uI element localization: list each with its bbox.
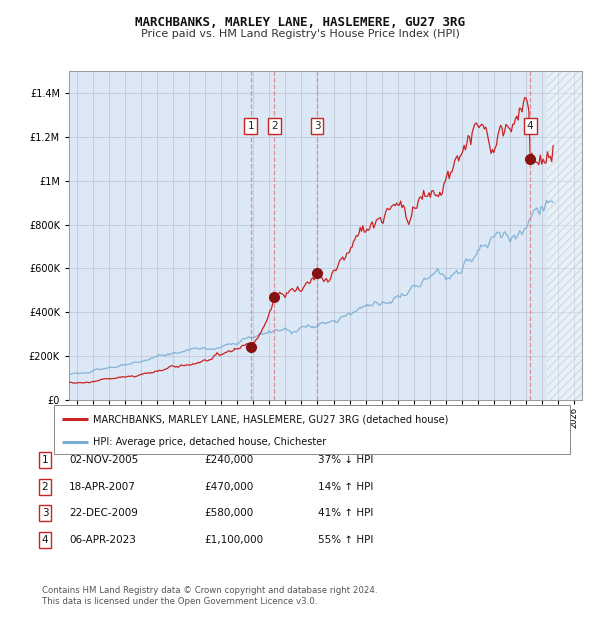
Text: 3: 3: [314, 121, 320, 131]
Text: 3: 3: [41, 508, 49, 518]
Text: Price paid vs. HM Land Registry's House Price Index (HPI): Price paid vs. HM Land Registry's House …: [140, 29, 460, 39]
Text: HPI: Average price, detached house, Chichester: HPI: Average price, detached house, Chic…: [92, 436, 326, 447]
Text: £240,000: £240,000: [204, 455, 253, 465]
Text: Contains HM Land Registry data © Crown copyright and database right 2024.: Contains HM Land Registry data © Crown c…: [42, 586, 377, 595]
Text: 4: 4: [41, 535, 49, 545]
Text: MARCHBANKS, MARLEY LANE, HASLEMERE, GU27 3RG: MARCHBANKS, MARLEY LANE, HASLEMERE, GU27…: [135, 16, 465, 29]
Text: 02-NOV-2005: 02-NOV-2005: [69, 455, 138, 465]
Text: 14% ↑ HPI: 14% ↑ HPI: [318, 482, 373, 492]
Text: 1: 1: [41, 455, 49, 465]
Text: £1,100,000: £1,100,000: [204, 535, 263, 545]
Text: £580,000: £580,000: [204, 508, 253, 518]
Text: £470,000: £470,000: [204, 482, 253, 492]
Text: 1: 1: [247, 121, 254, 131]
Text: 37% ↓ HPI: 37% ↓ HPI: [318, 455, 373, 465]
Text: 18-APR-2007: 18-APR-2007: [69, 482, 136, 492]
Text: 4: 4: [527, 121, 533, 131]
Text: 2: 2: [41, 482, 49, 492]
Text: 55% ↑ HPI: 55% ↑ HPI: [318, 535, 373, 545]
Text: This data is licensed under the Open Government Licence v3.0.: This data is licensed under the Open Gov…: [42, 597, 317, 606]
Text: 2: 2: [271, 121, 278, 131]
Text: MARCHBANKS, MARLEY LANE, HASLEMERE, GU27 3RG (detached house): MARCHBANKS, MARLEY LANE, HASLEMERE, GU27…: [92, 414, 448, 424]
Text: 22-DEC-2009: 22-DEC-2009: [69, 508, 138, 518]
Text: 41% ↑ HPI: 41% ↑ HPI: [318, 508, 373, 518]
Text: 06-APR-2023: 06-APR-2023: [69, 535, 136, 545]
Bar: [547, 71, 582, 400]
